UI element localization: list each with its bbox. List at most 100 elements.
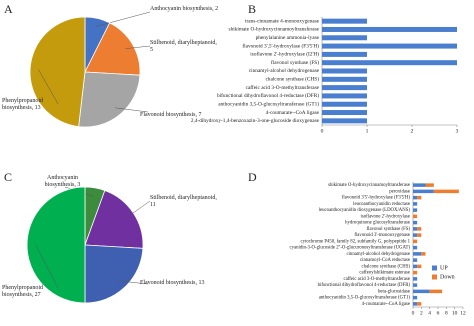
y-tick-label: 2,4-dihydroxy-1,4-benzoxazin-3-one-gluco…	[191, 118, 320, 124]
y-tick-label: caffeoylshikimate esterase	[359, 271, 410, 276]
bar	[322, 35, 367, 41]
y-tick-label: isoflavone 2'-hydroxylase (I2'H)	[250, 51, 319, 58]
bar-segment	[429, 289, 443, 294]
panel-letter: B	[248, 2, 256, 16]
leader-line	[35, 244, 59, 289]
y-tick-label: phenylalanine ammonia-lyase	[256, 35, 320, 41]
bar-segment	[417, 233, 422, 237]
x-tick-label: 8	[445, 310, 448, 316]
y-tick-label: 4-coumarate--CoA ligase	[362, 302, 410, 307]
x-tick-label: 12	[460, 310, 466, 316]
pie-slice	[84, 22, 141, 76]
slice-label: Stilbenoid, diarylheptanoid, 11	[150, 195, 217, 208]
legend-swatch	[432, 265, 437, 271]
bar	[322, 76, 367, 82]
bar-segment	[413, 239, 418, 244]
panel-letter: C	[4, 170, 12, 184]
y-tick-label: shikimate O-hydroxycinnamoyltransferase	[229, 26, 320, 33]
bar	[322, 26, 457, 32]
bar-segment	[413, 302, 418, 306]
bar-segment	[413, 214, 418, 219]
bar-segment	[413, 220, 418, 225]
bar-segment	[413, 183, 426, 187]
y-tick-label: leucoanthocyanidin dioxygenase (LDOX/ANS…	[319, 208, 411, 213]
slice-label: Anthocyanin biosynthesis, 2	[150, 6, 219, 12]
y-tick-label: cytochrome P450, family 82, subfamily G,…	[300, 239, 410, 244]
slice-label: Flavonoid biosynthesis, 7	[140, 112, 202, 118]
bar	[322, 51, 367, 57]
bar-segment	[421, 252, 426, 256]
y-tick-label: anthocyanidin 3,5-O-glucosyltransferase …	[218, 100, 319, 107]
y-tick-label: bifunctional dihydroflavonol 4-reductase…	[217, 92, 319, 99]
y-tick-label: cinnamyl-alcohol dehydrogenase	[346, 252, 410, 257]
y-tick-label: leucoanthocyanidin reductase	[353, 202, 410, 207]
leader-line	[95, 11, 151, 27]
legend-label: UP	[440, 265, 448, 271]
bar-segment	[413, 233, 418, 237]
bar	[322, 93, 367, 99]
slice-label: Stilbenoid, diarylheptanoid, 5	[150, 40, 217, 53]
bar	[322, 85, 367, 91]
y-tick-label: flavonoid 3',5'-hydroxylase (F3'5'H)	[242, 42, 319, 49]
bar-segment	[417, 302, 422, 306]
y-tick-label: beta-glucosidase	[378, 289, 410, 294]
bar-segment	[417, 264, 422, 269]
y-tick-label: flavonol synthase (FS)	[271, 59, 319, 66]
bar-segment	[413, 289, 430, 294]
x-tick-label: 4	[428, 310, 431, 316]
bar-segment	[413, 227, 418, 231]
x-tick-label: 0	[321, 128, 324, 134]
bar-segment	[413, 258, 418, 262]
bar-segment	[413, 270, 418, 275]
bar	[322, 18, 367, 24]
leader-line	[125, 45, 151, 49]
y-tick-label: hydroquinone glucosyltransferase	[345, 221, 410, 226]
slice-label: Phenylpropanoid biosynthesis, 13	[2, 98, 43, 111]
y-tick-label: isoflavone 2'-hydroxylase	[361, 214, 411, 219]
slice-label: Anthocyanin biosynthesis, 3	[44, 175, 81, 188]
bar-segment	[413, 295, 418, 300]
bar	[322, 43, 457, 49]
bar-segment	[413, 277, 418, 281]
bar-segment	[417, 227, 422, 231]
pie-slice	[78, 71, 141, 128]
leader-line	[126, 200, 151, 219]
x-tick-label: 2	[420, 310, 423, 316]
slice-label: Flavonoid biosynthesis, 13	[140, 280, 205, 286]
leader-line	[115, 107, 149, 113]
legend-label: Down	[440, 274, 455, 280]
x-tick-label: 0	[412, 310, 415, 316]
y-tick-label: chalcone synthase (CHS)	[265, 76, 319, 83]
slice-label: Phenylpropanoid biosynthesis, 27	[2, 285, 43, 298]
bar-segment	[413, 208, 418, 212]
x-tick-label: 6	[437, 310, 440, 316]
bar-segment	[413, 195, 418, 200]
y-tick-label: flavonol synthase (FS)	[367, 227, 411, 232]
pie-slice	[84, 244, 144, 304]
bar-segment	[413, 245, 418, 250]
pie-slice	[29, 16, 86, 128]
leader-line	[118, 280, 149, 285]
y-tick-label: caffeic acid 3-O-methyltransferase	[246, 84, 320, 91]
y-tick-label: anthocyanidin 3,5-O-glucosyltransferase …	[319, 296, 411, 301]
bar	[322, 68, 367, 74]
bar-segment	[417, 195, 422, 200]
x-tick-label: 1	[366, 128, 369, 134]
leader-line	[38, 69, 59, 105]
bar-segment	[413, 202, 418, 206]
y-tick-label: 4-coumarate--CoA ligase	[266, 110, 320, 116]
y-tick-label: flavonoid 3'5'-hydroxylase (F3'5'H)	[342, 196, 411, 201]
bar	[322, 60, 457, 66]
pie-slice	[26, 186, 86, 304]
bar-segment	[433, 189, 459, 194]
y-tick-label: bifunctional dihydroflavonol 4-reductase…	[318, 283, 411, 288]
y-tick-label: cinnamoyl-CoA reductase	[360, 258, 410, 263]
bar-segment	[413, 189, 434, 194]
y-tick-label: chalcone synthase (CHS)	[362, 264, 411, 269]
pie-slice	[84, 189, 144, 249]
bar-segment	[413, 264, 418, 269]
bar-segment	[425, 183, 434, 187]
y-tick-label: cinnamyl-alcohol dehydrogenase	[249, 68, 320, 74]
